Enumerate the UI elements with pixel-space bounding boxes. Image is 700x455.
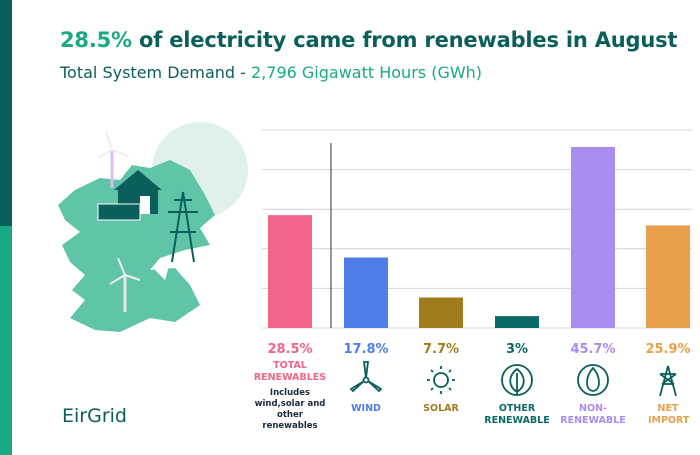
value-label: 28.5% [267,342,313,357]
subtitle-highlight: 2,796 Gigawatt Hours (GWh) [251,63,483,82]
subtitle-text: Total System Demand - [60,63,246,82]
value-label: 3% [505,342,529,357]
bar [344,257,388,328]
value-label: 7.7% [422,342,460,357]
net-import-icon [659,365,677,397]
accent-stripe [0,226,12,455]
logo: EirGrid [62,405,127,427]
solar-icon [427,366,455,394]
map-illustration [58,122,248,332]
subtitle: Total System Demand - 2,796 Gigawatt Hou… [60,63,482,82]
title-text: of electricity came from renewables in A… [138,28,678,52]
icons [349,361,677,397]
note: Includes wind,solar and other renewables [254,388,326,431]
wind-icon [349,361,383,393]
category-label: WIND [351,403,381,414]
accent-stripe [0,0,12,226]
value-label: 25.9% [645,342,691,357]
category-label: NON-RENEWABLE [560,403,626,426]
bar [268,215,312,328]
category-label: OTHER RENEWABLE [484,403,550,426]
bar [646,225,690,328]
category-label: TOTAL RENEWABLES [253,360,327,383]
title: 28.5% of electricity came from renewable… [60,28,677,52]
category-label: SOLAR [423,403,459,414]
non-renewable-icon [577,364,609,396]
title-highlight: 28.5% [60,28,132,52]
value-label: 45.7% [570,342,616,357]
plot [262,129,692,329]
bar [495,316,539,328]
bar [571,147,615,328]
other-renewable-icon [501,364,533,396]
category-label: NET IMPORT [648,403,690,426]
bar [419,297,463,328]
value-label: 17.8% [343,342,389,357]
